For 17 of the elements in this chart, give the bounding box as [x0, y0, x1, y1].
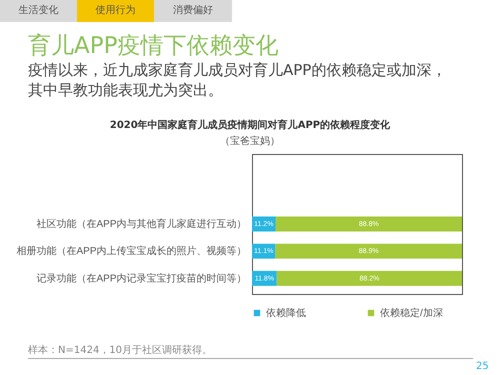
legend-label: 依赖降低	[266, 307, 306, 319]
legend-label: 依赖稳定/加深	[380, 307, 443, 319]
text: 25	[476, 361, 489, 372]
y-tick-label: 社区功能（在APP内与其他育儿家庭进行互动）	[36, 218, 246, 230]
text: 2020年中国家庭育儿成员疫情期间对育儿APP的依赖程度变化	[108, 118, 392, 132]
chart-title: 育儿APP疫情下依赖变化	[28, 32, 278, 61]
y-tick-label: 记录功能（在APP内记录宝宝打疫苗的时间等）	[36, 272, 246, 284]
chart-subtitle: 疫情以来，近九成家庭育儿成员对育儿APP的依赖稳定或加深，其中早教功能表现尤为突出。	[28, 60, 448, 100]
bar	[276, 270, 462, 286]
text: 使用行为	[77, 0, 154, 22]
text: 消费偏好	[154, 0, 232, 22]
bar	[276, 216, 462, 232]
text: 样本：N=1424，10月于社区调研获得。	[28, 344, 212, 357]
text: 生活变化	[0, 0, 77, 22]
bar	[275, 244, 462, 259]
text: （宝爸宝妈）	[219, 134, 281, 148]
y-tick-label: 相册功能（在APP内上传宝宝成长的照片、视频等）	[16, 245, 246, 258]
